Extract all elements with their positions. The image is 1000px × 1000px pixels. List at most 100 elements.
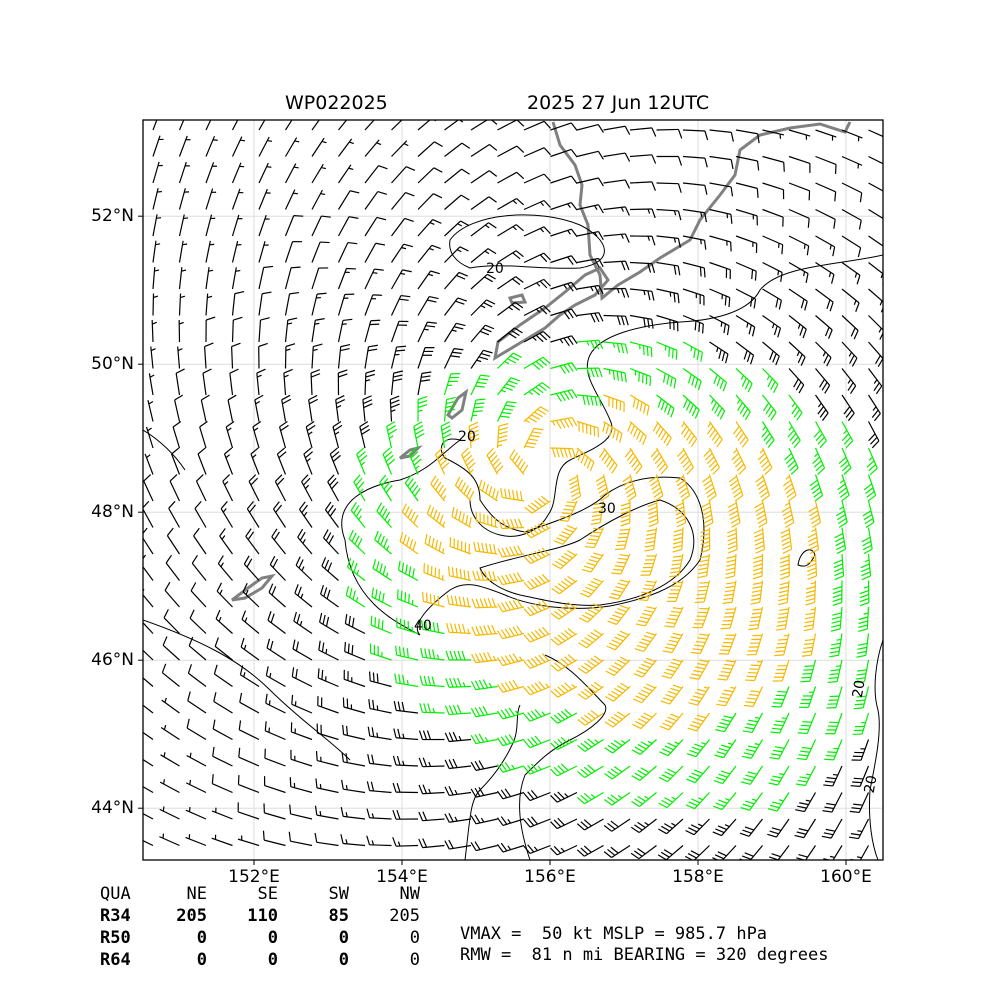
- wind-barb: [391, 140, 409, 157]
- wind-barb: [603, 179, 631, 189]
- r50-sw: 0: [338, 928, 349, 948]
- wind-barb: [160, 752, 180, 767]
- wind-barb: [715, 712, 737, 733]
- wind-barb: [178, 135, 191, 157]
- wind-barb: [143, 649, 154, 661]
- wind-barb: [743, 686, 764, 708]
- contour-label: 20: [862, 774, 881, 794]
- wind-barb: [337, 216, 359, 237]
- wind-barb: [550, 763, 578, 777]
- wind-barb: [289, 804, 313, 820]
- wind-barb: [866, 447, 878, 475]
- lon-tick-label: 154°E: [376, 867, 428, 887]
- wind-barb: [461, 447, 476, 475]
- wind-barb: [231, 291, 245, 316]
- wind-barb: [788, 129, 811, 140]
- wind-barb: [815, 261, 835, 284]
- wind-barb: [576, 257, 604, 268]
- wind-barb: [178, 214, 189, 237]
- wind-barb: [762, 288, 782, 310]
- wind-barb: [788, 394, 803, 421]
- wind-barb: [344, 642, 366, 661]
- axis-ticks: [138, 215, 847, 865]
- wind-barb: [319, 612, 339, 635]
- nw-header: NW: [399, 884, 420, 904]
- wind-barb: [258, 291, 272, 316]
- wind-barb: [497, 707, 525, 720]
- wind-barb: [741, 765, 764, 785]
- wind-barb: [401, 503, 419, 528]
- wind-barb: [372, 559, 392, 582]
- wind-barb: [603, 260, 630, 271]
- wind-barb: [497, 352, 522, 369]
- wind-barb: [658, 765, 684, 783]
- wind-barb: [867, 421, 880, 449]
- wind-barb: [164, 581, 180, 608]
- wind-barb: [745, 659, 764, 682]
- wind-barb: [788, 315, 807, 339]
- wind-barb: [289, 777, 313, 794]
- wind-barb: [445, 650, 472, 661]
- wind-barb: [168, 500, 181, 528]
- wind-barb: [404, 474, 421, 502]
- wind-barb: [239, 692, 260, 714]
- wind-barb: [346, 557, 366, 581]
- wind-barb: [497, 301, 524, 316]
- wind-barb: [258, 342, 268, 369]
- r50-row: R50 0 0 0 0: [100, 927, 420, 949]
- wind-barb: [576, 367, 603, 378]
- wind-barb: [470, 679, 498, 691]
- wind-barb: [727, 527, 738, 554]
- wind-barb: [343, 669, 366, 688]
- wind-barb: [231, 136, 245, 157]
- wind-barb: [396, 589, 419, 608]
- wind-barb: [417, 395, 428, 422]
- wind-barb: [682, 208, 707, 223]
- wind-barb: [706, 421, 723, 448]
- wind-barb: [832, 580, 843, 606]
- wind-barb: [774, 633, 790, 657]
- wind-barb: [413, 421, 425, 449]
- wind-barb: [523, 226, 551, 237]
- wind-barb: [148, 373, 155, 396]
- wind-barb: [162, 636, 180, 661]
- wind-barb: [268, 583, 286, 608]
- wind-barb: [509, 449, 529, 475]
- r34-se: 110: [247, 906, 278, 926]
- wind-barb: [713, 765, 737, 785]
- wind-barb: [197, 447, 207, 475]
- wind-barb: [178, 120, 185, 131]
- lat-tick-label: 46°N: [91, 650, 134, 670]
- wind-barb: [152, 187, 162, 210]
- wind-barb: [369, 643, 392, 661]
- wind-barb: [523, 330, 551, 343]
- wind-barb: [284, 241, 302, 263]
- wind-barb: [497, 250, 524, 264]
- wind-barb: [523, 427, 544, 449]
- wind-barb: [577, 655, 604, 674]
- wind-barb: [576, 150, 604, 160]
- wind-barb: [237, 835, 260, 847]
- wind-barb: [444, 758, 472, 770]
- wind-barb: [767, 818, 790, 838]
- wind-barb: [603, 233, 630, 243]
- wind-barb: [152, 293, 159, 316]
- wind-barb: [687, 712, 710, 732]
- wind-barbs: [143, 120, 883, 860]
- wind-barb: [291, 667, 313, 688]
- wind-barb: [568, 474, 582, 502]
- wind-barb: [769, 739, 790, 760]
- wind-barb: [496, 734, 525, 747]
- wind-barb: [523, 406, 549, 424]
- wind-barb: [796, 739, 817, 761]
- wind-barb: [217, 555, 233, 581]
- wind-barb: [237, 802, 260, 820]
- wind-barb: [338, 138, 354, 157]
- wind-barb: [868, 368, 883, 395]
- wind-barb: [550, 175, 578, 184]
- wind-barb: [604, 739, 631, 754]
- wind-barb: [656, 367, 677, 389]
- wind-barb: [321, 557, 339, 581]
- contour-20kt-north: [449, 214, 605, 269]
- wind-barb: [178, 188, 190, 210]
